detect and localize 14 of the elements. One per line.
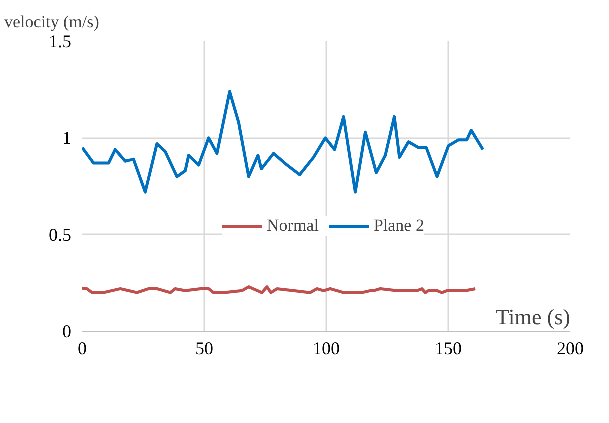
x-tick-label: 200 (557, 338, 584, 358)
x-tick-label: 150 (435, 338, 462, 358)
y-tick-label: 1.5 (49, 32, 72, 52)
x-tick-label: 100 (313, 338, 340, 358)
x-tick-label: 0 (78, 338, 87, 358)
x-tick-label: 50 (196, 338, 214, 358)
y-axis-title: velocity (m/s) (4, 12, 100, 32)
line-series (82, 90, 485, 194)
y-tick-label: 1 (62, 128, 72, 148)
legend-label: Plane 2 (374, 216, 424, 236)
legend-label: Normal (267, 216, 319, 236)
y-tick-label: 0 (62, 322, 72, 342)
y-tick-label: 0.5 (49, 224, 72, 245)
x-axis-title: Time (s) (496, 304, 571, 330)
